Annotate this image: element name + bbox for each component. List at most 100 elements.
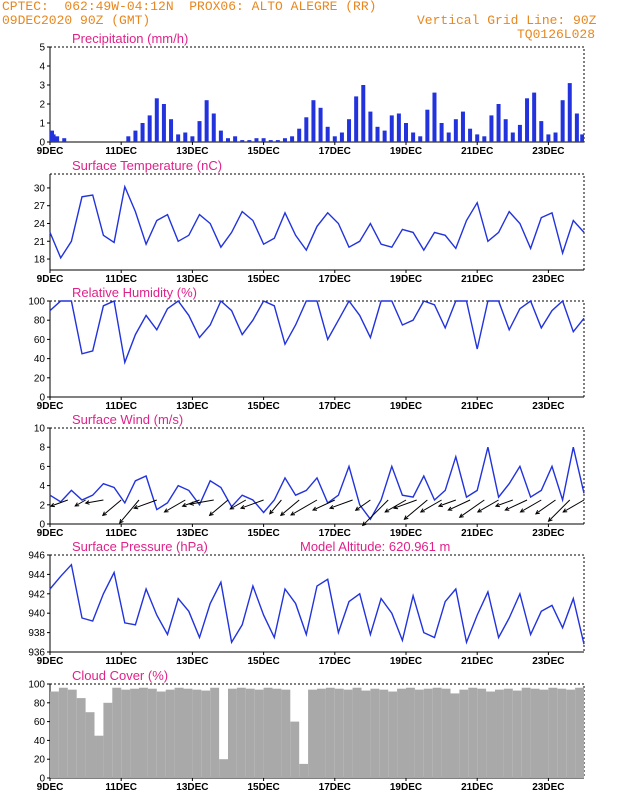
x-tick-label: 11DEC (105, 656, 137, 667)
cloud-bar (388, 691, 398, 778)
precip-bar (325, 126, 330, 142)
cloud-bar (370, 688, 380, 778)
x-tick-label: 15DEC (247, 656, 279, 667)
precip-bar (247, 140, 252, 142)
precip-bar (517, 124, 522, 142)
x-tick-label: 11DEC (105, 401, 137, 412)
precip-bar (503, 119, 508, 142)
precip-bar (368, 111, 373, 142)
wind-vector (229, 499, 247, 510)
panel-title: Surface Pressure (hPa) (72, 539, 208, 554)
wind-vector-head (354, 506, 360, 511)
y-tick-label: 4 (39, 62, 45, 73)
wind-vector-head (384, 508, 390, 513)
wind-vector-head (393, 504, 399, 510)
x-tick-label: 23DEC (532, 274, 564, 285)
precip-bar (197, 121, 202, 142)
panel-0: 0 1 2 3 4 5 9DEC 11DEC 13DEC 15DEC 17DEC 19DEC 21DEC… (37, 31, 585, 157)
cloud-bar (201, 690, 211, 778)
panel-2: 0 20 40 60 80 100 9DEC 11DEC 13DEC 15DEC 17DEC 19DE… (28, 285, 585, 412)
cloud-bar (495, 689, 504, 778)
cloud-bar (414, 689, 424, 778)
run-date: 09DEC2020 90Z (GMT) (2, 13, 151, 28)
precip-bar (282, 138, 287, 142)
precip-bar (275, 140, 280, 142)
y-tick-label: 20 (34, 755, 46, 766)
wind-vector (393, 499, 417, 509)
panel-3: 0 2 4 6 8 10 9DEC 11DEC 13DEC 15DEC 17DEC 19DEC 21DE… (34, 412, 585, 539)
wind-vector-head (519, 508, 525, 513)
wind-vector (312, 499, 336, 511)
cloud-bar (263, 687, 273, 778)
cloud-bar (539, 689, 549, 778)
precip-bar (126, 136, 131, 142)
series-line (49, 563, 585, 645)
wind-vector (520, 499, 542, 513)
panel-title: Precipitation (mm/h) (72, 31, 188, 46)
cloud-bar (165, 689, 175, 778)
precip-bar (510, 132, 515, 142)
cloud-bar (147, 688, 157, 778)
precip-bar (233, 136, 238, 142)
precip-bar (147, 115, 152, 142)
x-tick-label: 21DEC (461, 656, 493, 667)
precip-bar (169, 119, 174, 142)
x-tick-label: 19DEC (390, 528, 422, 539)
wind-vector-head (290, 511, 296, 516)
y-tick-label: 0 (39, 138, 45, 149)
x-tick-label: 17DEC (319, 274, 351, 285)
panel-title: Cloud Cover (%) (72, 668, 168, 683)
x-tick-label: 15DEC (247, 401, 279, 412)
wind-vector-head (118, 518, 124, 524)
wind-vector (102, 499, 122, 516)
wind-vector-head (328, 504, 335, 510)
cloud-bar (192, 689, 202, 778)
cloud-bar (379, 689, 389, 778)
x-tick-label: 13DEC (176, 401, 208, 412)
x-tick-label: 19DEC (390, 656, 422, 667)
x-tick-label: 19DEC (390, 274, 422, 285)
panel-title: Surface Temperature (nC) (72, 158, 222, 173)
precip-bar (567, 83, 572, 142)
cloud-bar (503, 688, 513, 778)
wind-vector-head (504, 506, 510, 511)
cloud-bar (290, 721, 300, 778)
precip-bar (332, 136, 337, 142)
precip-bar (418, 136, 423, 142)
wind-vector (280, 499, 300, 516)
wind-vector-head (74, 502, 80, 507)
precip-bar (204, 100, 209, 142)
y-tick-label: 938 (28, 628, 45, 639)
x-tick-label: 11DEC (105, 782, 137, 793)
precip-bar (489, 115, 494, 142)
precip-bar (446, 132, 451, 142)
y-tick-label: 24 (34, 219, 46, 230)
y-tick-label: 0 (39, 774, 45, 785)
wind-vector (495, 499, 513, 507)
cloud-bar (245, 688, 255, 778)
y-tick-label: 80 (34, 316, 46, 327)
wind-vector-head (311, 506, 318, 511)
cloud-bar (512, 690, 522, 778)
x-tick-label: 11DEC (105, 146, 137, 157)
x-tick-label: 17DEC (319, 782, 351, 793)
y-tick-label: 20 (34, 373, 46, 384)
cloud-bar (548, 687, 558, 778)
precip-bar (580, 134, 584, 142)
precip-bar (226, 138, 230, 142)
y-tick-label: 40 (34, 736, 46, 747)
plot-frame (49, 427, 585, 525)
precip-bar (425, 109, 430, 142)
precip-bar (532, 92, 537, 142)
wind-vector (505, 499, 528, 511)
wind-vector (119, 499, 140, 524)
cloud-bar (343, 689, 353, 778)
y-tick-label: 18 (34, 255, 46, 266)
cloud-bar (459, 689, 469, 778)
precip-bar (475, 134, 480, 142)
y-tick-label: 0 (39, 520, 45, 531)
x-tick-label: 23DEC (532, 401, 564, 412)
wind-vector-head (229, 505, 235, 510)
cloud-bar (397, 688, 406, 778)
wind-vector (290, 499, 318, 516)
